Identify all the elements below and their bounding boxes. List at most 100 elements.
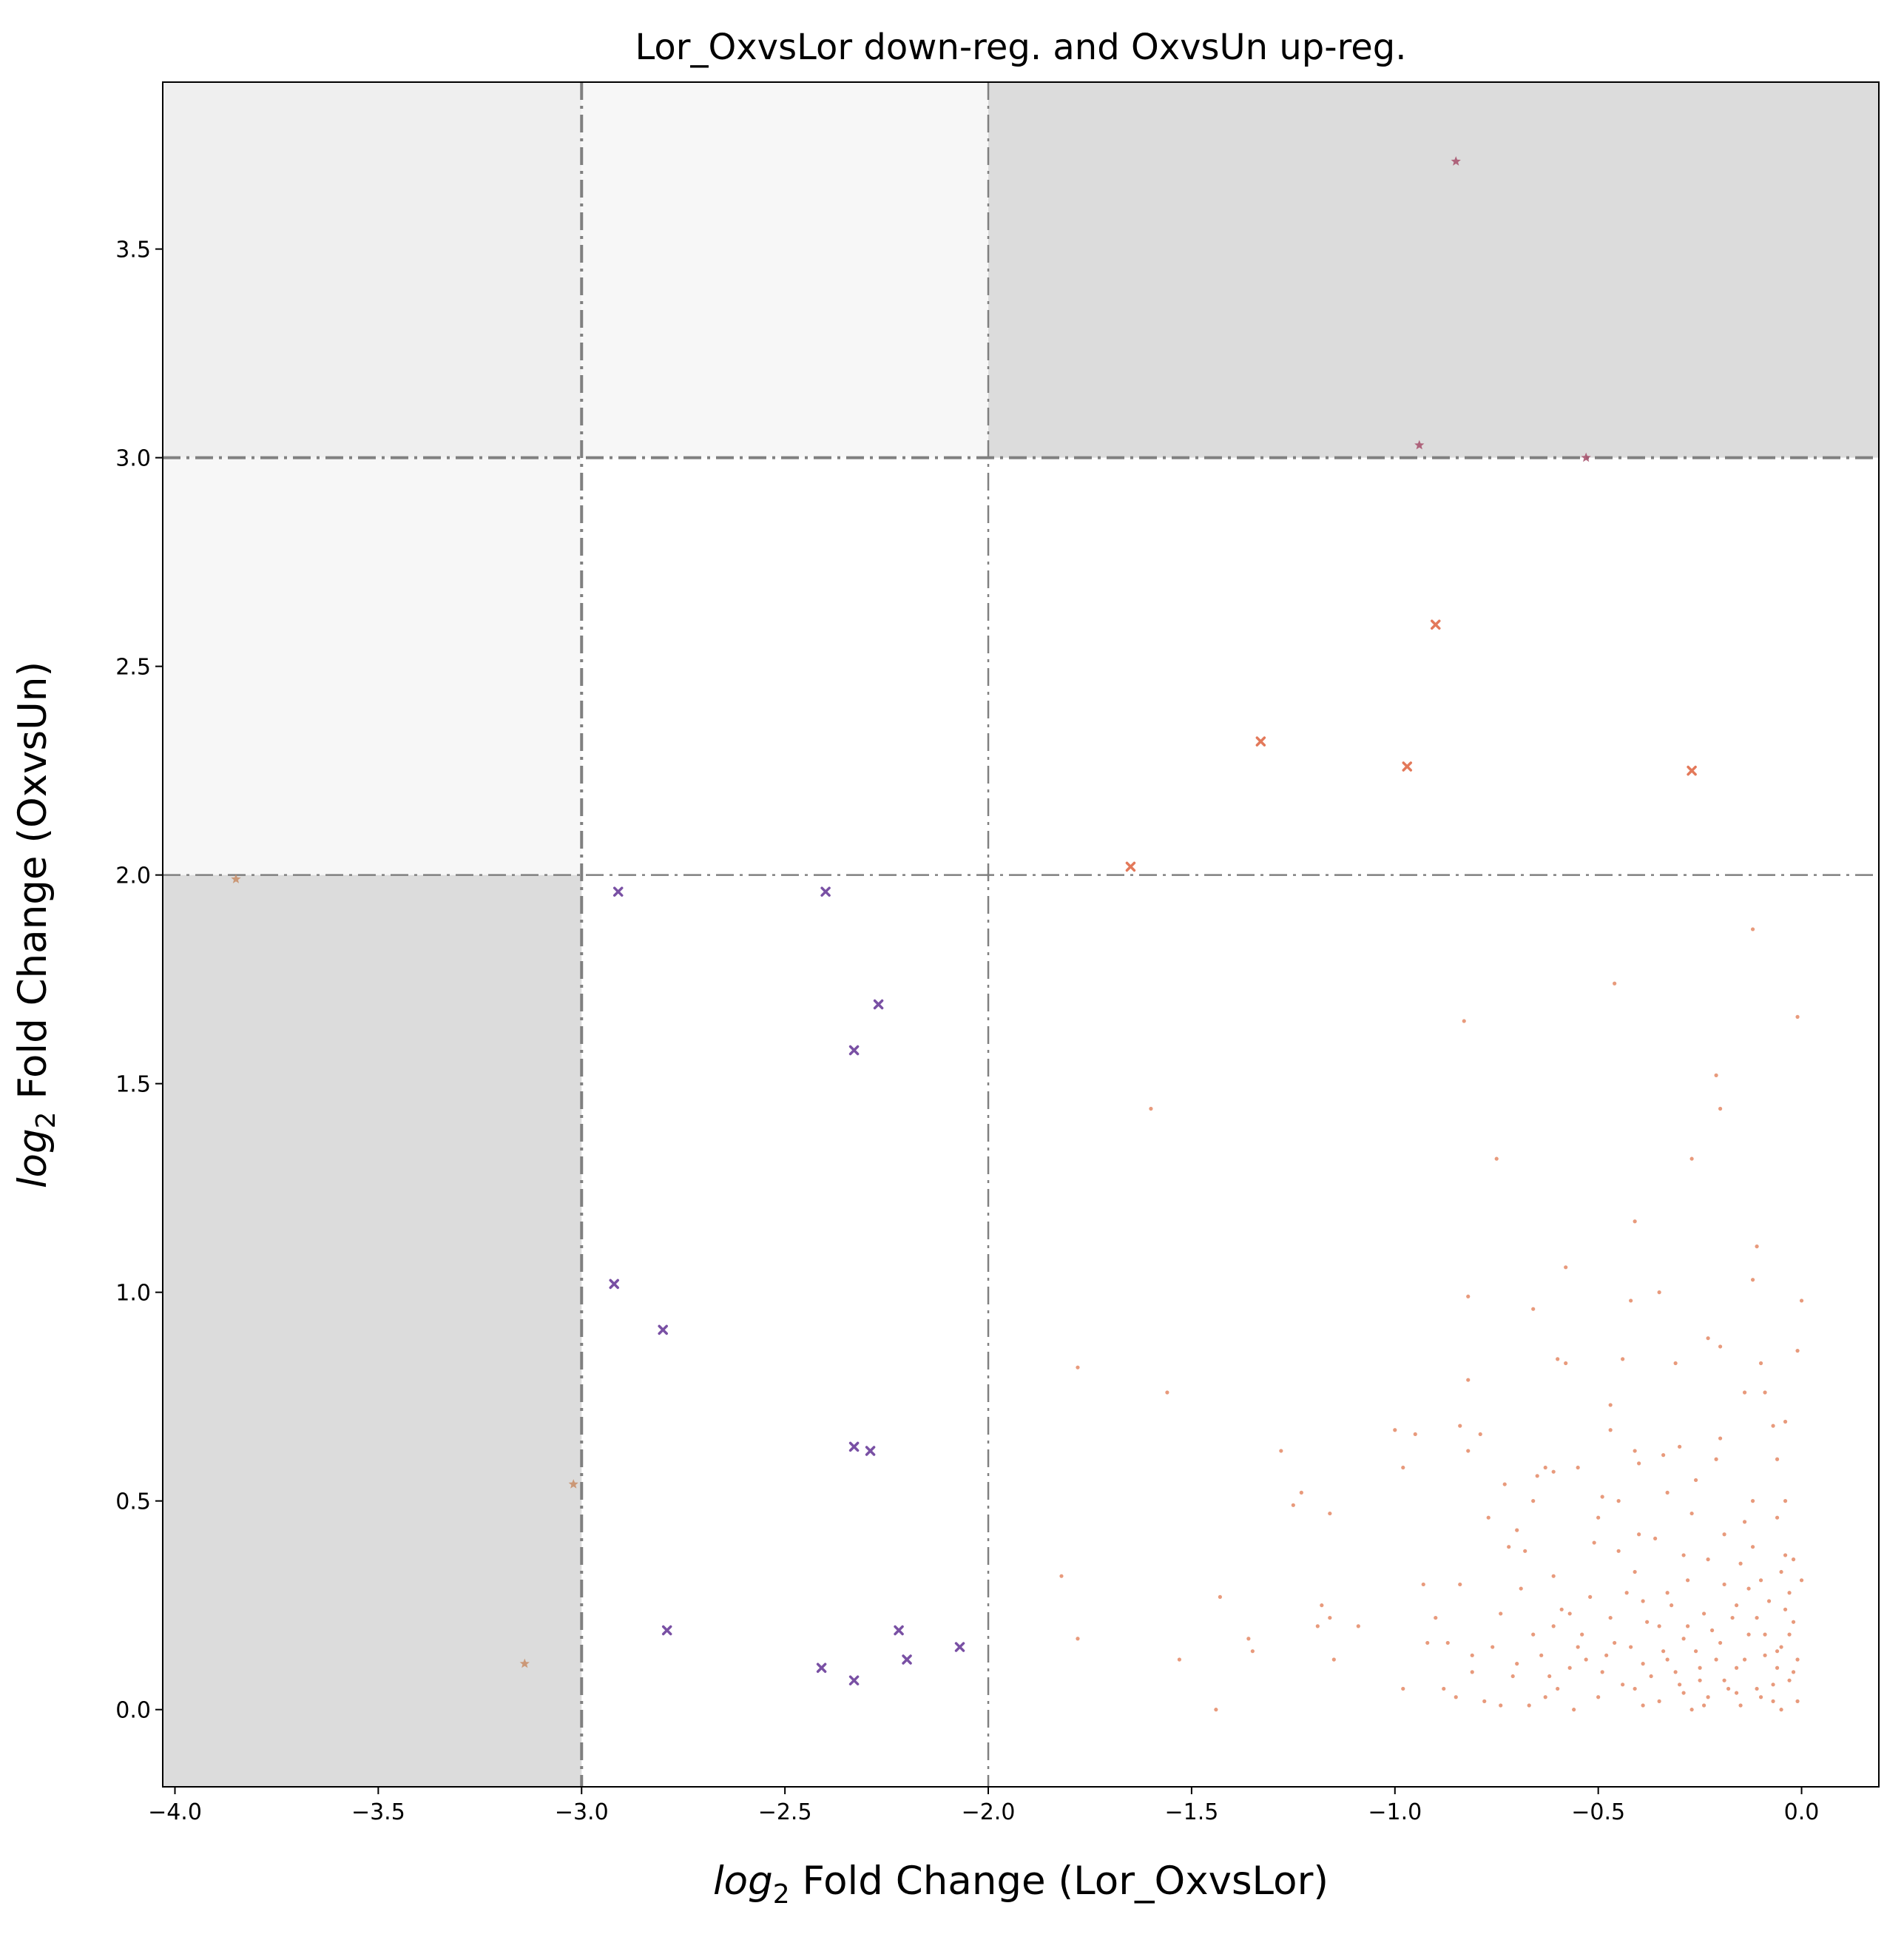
data-point xyxy=(1531,1499,1536,1503)
data-point xyxy=(1291,1503,1295,1507)
data-point xyxy=(1775,1665,1780,1670)
shaded-region xyxy=(581,82,989,458)
data-point xyxy=(1738,1561,1743,1566)
data-point xyxy=(1718,1344,1723,1349)
data-point xyxy=(1250,1649,1255,1654)
data-point xyxy=(1519,1586,1523,1591)
data-point xyxy=(1462,1019,1466,1023)
y-tick-label: 0.5 xyxy=(115,1489,151,1515)
y-axis-label-text: Fold Change (OxvsUn) xyxy=(10,661,55,1112)
data-point xyxy=(1059,1574,1064,1578)
data-point xyxy=(1665,1490,1670,1495)
data-point xyxy=(1678,1444,1682,1449)
x-tick-label: −3.0 xyxy=(555,1799,609,1825)
data-point xyxy=(1421,1582,1425,1587)
data-point xyxy=(1434,1615,1438,1620)
data-point xyxy=(1795,1699,1800,1703)
data-point-x-marker xyxy=(902,1654,912,1665)
data-point xyxy=(1478,1432,1482,1437)
data-point xyxy=(1750,1278,1755,1282)
data-point-x-marker xyxy=(661,1625,672,1636)
data-point xyxy=(1709,1628,1715,1633)
data-point xyxy=(1750,1499,1755,1503)
data-point xyxy=(1775,1457,1780,1461)
data-point xyxy=(1218,1594,1222,1599)
data-point xyxy=(1641,1599,1645,1603)
data-point xyxy=(1600,1670,1604,1674)
data-point xyxy=(1775,1515,1780,1520)
data-point xyxy=(1543,1695,1547,1699)
data-point xyxy=(1718,1640,1723,1645)
x-axis-label: log2 Fold Change (Lor_OxvsLor) xyxy=(713,1859,1329,1910)
data-point xyxy=(1458,1424,1462,1428)
data-point xyxy=(1795,1014,1800,1019)
y-axis-label: log2 Fold Change (OxvsUn) xyxy=(10,661,61,1188)
data-point xyxy=(1689,1708,1694,1712)
data-point xyxy=(1722,1678,1726,1682)
data-point xyxy=(1787,1632,1792,1637)
data-point-x-marker xyxy=(848,1441,860,1452)
data-point xyxy=(1755,1244,1759,1249)
data-point xyxy=(1681,1691,1686,1695)
data-point xyxy=(1543,1465,1547,1470)
x-tick-label: −1.5 xyxy=(1164,1799,1218,1825)
data-point xyxy=(1766,1599,1772,1603)
data-point xyxy=(1714,1457,1718,1461)
data-point xyxy=(1722,1532,1726,1537)
data-point xyxy=(1702,1611,1706,1616)
data-point xyxy=(1576,1645,1580,1649)
data-point xyxy=(1641,1662,1645,1666)
y-tick-label: 0.0 xyxy=(115,1698,151,1724)
y-tick-label: 1.0 xyxy=(115,1281,151,1307)
data-point xyxy=(1783,1607,1788,1611)
data-point xyxy=(1665,1657,1670,1662)
data-point xyxy=(1746,1586,1751,1591)
y-tick-label: 1.5 xyxy=(115,1072,151,1098)
data-point xyxy=(1645,1620,1650,1624)
data-point xyxy=(1613,981,1617,986)
data-point xyxy=(1466,1378,1471,1382)
chart-title: Lor_OxvsLor down-reg. and OxvsUn up-reg. xyxy=(635,27,1406,68)
data-point xyxy=(1673,1361,1678,1366)
data-point xyxy=(1633,1686,1637,1691)
data-point xyxy=(1706,1336,1710,1341)
data-point xyxy=(1702,1703,1706,1708)
y-axis-label-log: log xyxy=(10,1128,55,1188)
x-axis-label-subscript: 2 xyxy=(773,1879,790,1910)
data-point xyxy=(1499,1703,1503,1708)
shaded-region xyxy=(163,457,582,875)
data-point xyxy=(1755,1615,1759,1620)
data-point xyxy=(1551,1469,1556,1474)
data-point xyxy=(1246,1637,1251,1641)
data-point xyxy=(1279,1449,1283,1453)
data-point xyxy=(1791,1557,1796,1562)
data-point xyxy=(1637,1461,1641,1466)
data-point xyxy=(1686,1624,1690,1628)
data-point xyxy=(1758,1361,1763,1366)
data-point-x-marker xyxy=(1402,761,1413,772)
data-point xyxy=(1686,1578,1690,1583)
plot-frame xyxy=(162,81,1880,1788)
data-point xyxy=(1572,1708,1576,1712)
shaded-region xyxy=(163,82,582,458)
data-point xyxy=(1742,1657,1747,1662)
data-point xyxy=(1499,1611,1503,1616)
x-tick-label: −2.5 xyxy=(758,1799,812,1825)
data-point xyxy=(1678,1682,1682,1687)
data-point xyxy=(1356,1624,1360,1628)
data-point xyxy=(1657,1624,1661,1628)
data-point xyxy=(1771,1682,1775,1687)
data-point xyxy=(1580,1632,1584,1637)
data-point xyxy=(1657,1290,1661,1295)
data-point xyxy=(1608,1403,1613,1407)
data-point xyxy=(1783,1419,1788,1424)
data-point xyxy=(1608,1428,1613,1432)
data-point xyxy=(1795,1657,1800,1662)
data-point xyxy=(1629,1298,1633,1303)
data-point-star-marker xyxy=(568,1479,578,1489)
shaded-region xyxy=(988,82,1879,458)
data-point-star-marker xyxy=(1451,156,1461,166)
data-point xyxy=(1624,1591,1629,1595)
data-point xyxy=(1673,1670,1678,1674)
data-point xyxy=(1494,1156,1499,1161)
